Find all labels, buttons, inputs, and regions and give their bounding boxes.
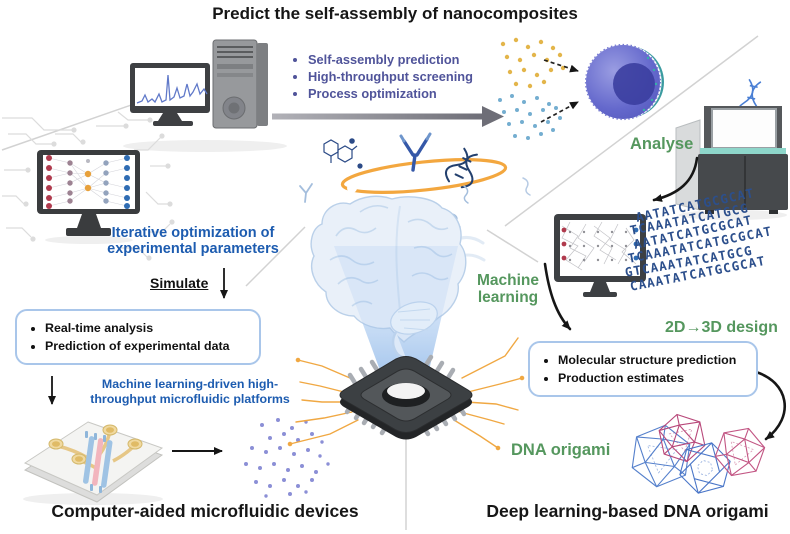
left-panel-heading: Iterative optimization of experimental p… <box>107 225 279 257</box>
sequencer-screen <box>711 108 777 149</box>
list-item: Self-assembly prediction <box>308 52 538 67</box>
left-panel-footer: Computer-aided microfluidic devices <box>51 501 359 521</box>
molecule-icon <box>323 138 363 169</box>
antibody-icon <box>399 132 432 172</box>
list-item: Prediction of experimental data <box>45 338 251 354</box>
circuit-pattern <box>2 111 175 261</box>
divider-mid-left <box>245 226 306 287</box>
list-item: Molecular structure prediction <box>558 352 748 368</box>
origami-curved-arrow <box>754 370 786 441</box>
particle-scatter-yellow <box>500 37 566 89</box>
origami-label: DNA origami <box>511 441 611 459</box>
nn-input-nodes <box>46 155 52 209</box>
right-panel-footer: Deep learning-based DNA origami <box>486 501 769 521</box>
desktop-computer-icon <box>130 39 268 129</box>
list-item: Real-time analysis <box>45 320 251 336</box>
divider-mid-right <box>486 229 539 263</box>
machine-learning-curved-arrow <box>543 262 572 331</box>
origami-icosahedron-pink <box>711 421 769 483</box>
assembly-arrow-bottom <box>540 101 579 123</box>
neural-network-monitor-icon <box>37 150 140 236</box>
nn-output-nodes <box>124 155 130 209</box>
sequence-monitor-icon <box>554 214 646 297</box>
sequence-fan: AATATCATGCGCAT TCAAATATCATGCG AATATCATGC… <box>624 185 790 302</box>
particle-scatter-blue <box>498 94 562 140</box>
core-shell-nanoparticle-icon <box>584 43 664 121</box>
assembly-arrow-top <box>543 59 579 73</box>
mesh-network <box>561 221 637 271</box>
microfluidic-chip-icon <box>23 421 164 503</box>
hologram-projector-glow <box>387 383 425 399</box>
list-item: Production estimates <box>558 370 748 386</box>
machine-learning-label: Machine learning <box>476 272 539 306</box>
dna-helix-icon <box>444 147 478 189</box>
chip-ports <box>48 424 143 465</box>
list-item: Process optimization <box>308 86 538 101</box>
design-label: 2D→3D design <box>665 319 778 336</box>
spectrum-plot <box>136 74 208 104</box>
processor-chip-icon <box>339 354 473 440</box>
nanoparticle-assembly <box>498 37 664 140</box>
gray-flow-arrow <box>272 106 504 127</box>
list-item: High-throughput screening <box>308 69 538 84</box>
origami-icosahedron-blue <box>630 422 692 491</box>
cerebellum <box>390 301 438 360</box>
particle-scatter-purple <box>244 418 330 498</box>
platform-caption: Machine learning-driven high-throughput … <box>90 377 290 406</box>
brain-chip-hologram <box>287 132 531 451</box>
analysis-box: Real-time analysis Prediction of experim… <box>15 309 261 365</box>
figure-title: Predict the self-assembly of nanocomposi… <box>212 4 578 23</box>
simulate-label: Simulate <box>150 275 209 291</box>
top-bullet-list: Self-assembly prediction High-throughput… <box>292 50 538 103</box>
analyse-curved-arrow <box>652 156 699 202</box>
dna-origami-polyhedra <box>630 410 769 499</box>
orange-swirl-ring <box>340 158 508 194</box>
divider-top-right <box>504 35 759 227</box>
chip-channels-center <box>83 431 113 493</box>
chip-wires <box>287 337 525 451</box>
prediction-box: Molecular structure prediction Productio… <box>528 341 758 397</box>
dna-sequencer-icon <box>675 78 788 214</box>
analyse-label: Analyse <box>630 135 694 153</box>
